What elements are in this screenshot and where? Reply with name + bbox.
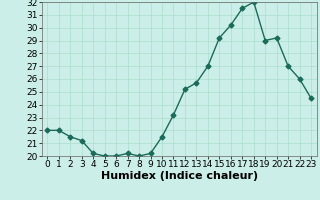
X-axis label: Humidex (Indice chaleur): Humidex (Indice chaleur) — [100, 171, 258, 181]
